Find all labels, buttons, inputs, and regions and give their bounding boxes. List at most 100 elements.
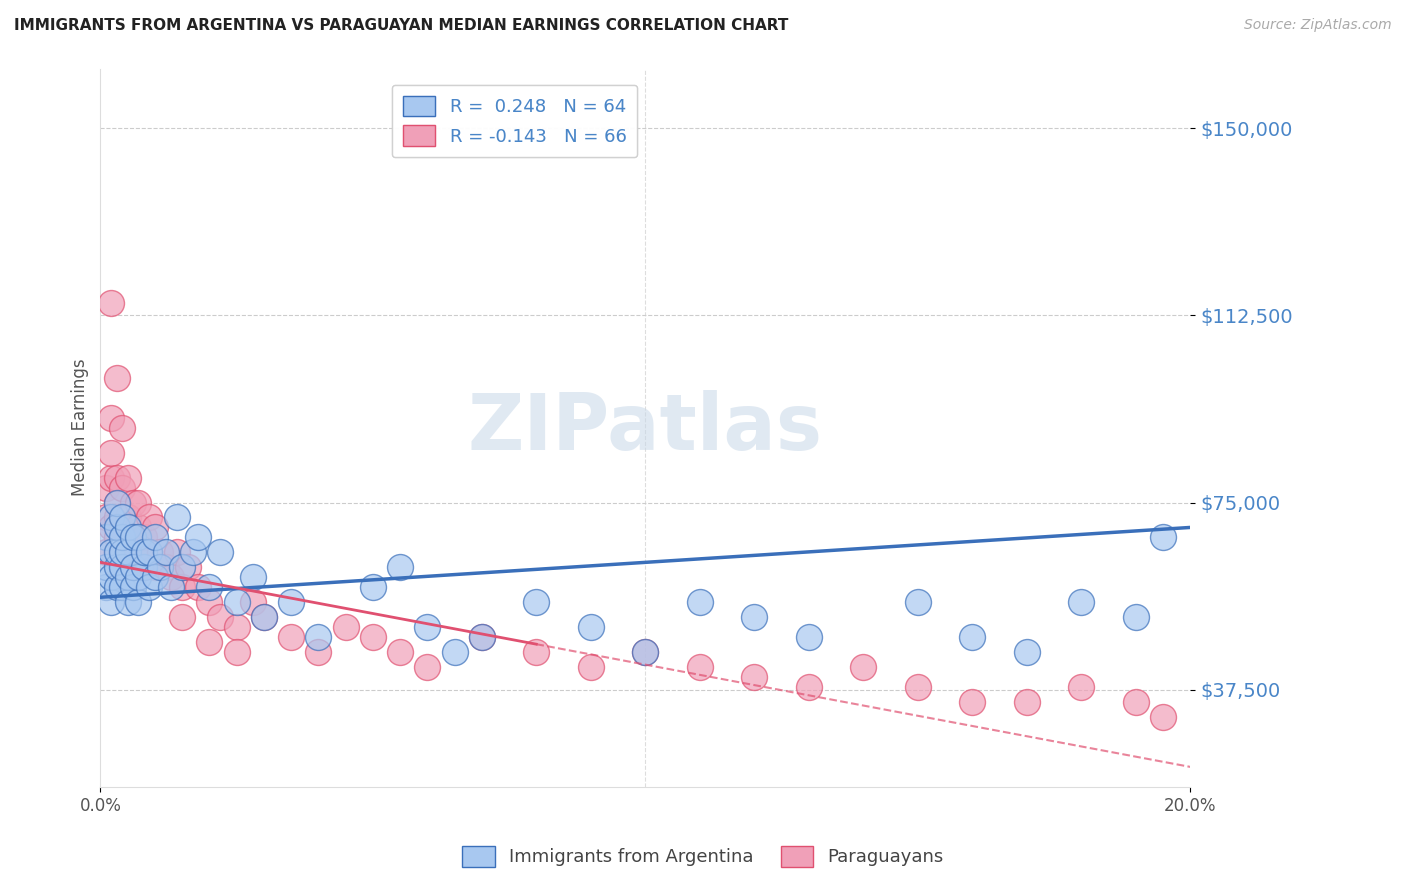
Point — [1125, 610, 1147, 624]
Point — [111, 545, 134, 559]
Point — [128, 520, 150, 534]
Point — [742, 610, 765, 624]
Point — [1015, 645, 1038, 659]
Point — [94, 560, 117, 574]
Point — [105, 545, 128, 559]
Point — [122, 580, 145, 594]
Point — [105, 530, 128, 544]
Point — [111, 481, 134, 495]
Text: ZIPatlas: ZIPatlas — [468, 390, 823, 466]
Point — [132, 545, 155, 559]
Point — [117, 595, 139, 609]
Point — [94, 510, 117, 524]
Point — [138, 580, 160, 594]
Point — [111, 545, 134, 559]
Point — [160, 570, 183, 584]
Point — [105, 580, 128, 594]
Point — [111, 560, 134, 574]
Point — [797, 680, 820, 694]
Point — [138, 545, 160, 559]
Point — [172, 560, 194, 574]
Point — [117, 470, 139, 484]
Point — [128, 570, 150, 584]
Point — [907, 595, 929, 609]
Point — [307, 645, 329, 659]
Point — [962, 695, 984, 709]
Point — [111, 510, 134, 524]
Point — [111, 530, 134, 544]
Point — [111, 580, 134, 594]
Point — [100, 510, 122, 524]
Point — [155, 545, 177, 559]
Point — [471, 630, 494, 644]
Point — [166, 510, 188, 524]
Point — [105, 495, 128, 509]
Point — [132, 560, 155, 574]
Point — [117, 545, 139, 559]
Point — [122, 530, 145, 544]
Point — [389, 560, 412, 574]
Point — [242, 570, 264, 584]
Point — [524, 595, 547, 609]
Point — [634, 645, 657, 659]
Point — [280, 630, 302, 644]
Point — [443, 645, 465, 659]
Point — [471, 630, 494, 644]
Point — [416, 660, 439, 674]
Point — [907, 680, 929, 694]
Point — [187, 530, 209, 544]
Point — [1015, 695, 1038, 709]
Point — [198, 580, 221, 594]
Point — [149, 545, 172, 559]
Point — [166, 545, 188, 559]
Point — [335, 620, 357, 634]
Point — [225, 645, 247, 659]
Y-axis label: Median Earnings: Median Earnings — [72, 359, 89, 497]
Point — [689, 660, 711, 674]
Point — [172, 580, 194, 594]
Point — [128, 545, 150, 559]
Point — [122, 560, 145, 574]
Point — [105, 520, 128, 534]
Point — [209, 545, 232, 559]
Point — [797, 630, 820, 644]
Point — [94, 580, 117, 594]
Point — [155, 560, 177, 574]
Point — [209, 610, 232, 624]
Point — [1152, 710, 1174, 724]
Point — [94, 545, 117, 559]
Point — [105, 560, 128, 574]
Point — [122, 495, 145, 509]
Point — [100, 470, 122, 484]
Point — [138, 510, 160, 524]
Point — [117, 510, 139, 524]
Point — [105, 371, 128, 385]
Point — [117, 545, 139, 559]
Point — [100, 570, 122, 584]
Text: IMMIGRANTS FROM ARGENTINA VS PARAGUAYAN MEDIAN EARNINGS CORRELATION CHART: IMMIGRANTS FROM ARGENTINA VS PARAGUAYAN … — [14, 18, 789, 33]
Point — [132, 560, 155, 574]
Point — [253, 610, 276, 624]
Point — [100, 595, 122, 609]
Point — [198, 635, 221, 649]
Text: Source: ZipAtlas.com: Source: ZipAtlas.com — [1244, 18, 1392, 32]
Point — [111, 420, 134, 434]
Point — [100, 296, 122, 310]
Point — [100, 445, 122, 459]
Point — [242, 595, 264, 609]
Point — [307, 630, 329, 644]
Point — [143, 570, 166, 584]
Point — [105, 470, 128, 484]
Point — [138, 545, 160, 559]
Point — [128, 530, 150, 544]
Point — [160, 580, 183, 594]
Point — [143, 560, 166, 574]
Point — [225, 620, 247, 634]
Point — [176, 560, 198, 574]
Point — [689, 595, 711, 609]
Point — [143, 530, 166, 544]
Point — [1070, 680, 1092, 694]
Point — [742, 670, 765, 684]
Point — [1125, 695, 1147, 709]
Point — [105, 510, 128, 524]
